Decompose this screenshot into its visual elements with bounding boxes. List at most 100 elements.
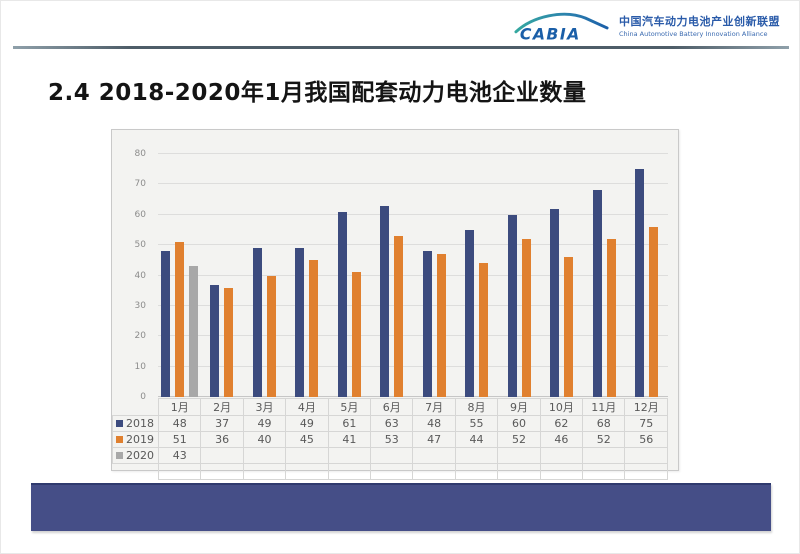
spacer-cell bbox=[242, 463, 287, 480]
logo-name-cn: 中国汽车动力电池产业创新联盟 bbox=[619, 14, 780, 28]
value-cell-2020-4月 bbox=[285, 447, 329, 464]
value-cell-2018-6月: 63 bbox=[370, 415, 414, 432]
bar-2019-4月 bbox=[309, 260, 319, 397]
gridline bbox=[158, 213, 668, 215]
value-cell-2019-5月: 41 bbox=[327, 431, 372, 448]
bar-2019-7月 bbox=[436, 254, 446, 397]
y-tick-label: 30 bbox=[134, 300, 146, 311]
legend-swatch-2020 bbox=[116, 452, 123, 459]
chart-data-table: 1月 2月 3月 4月 5月 6月 7月 8月 9月 10月 11月 12月 2018 48 37 49 49 6… bbox=[112, 398, 668, 480]
bar-2018-9月 bbox=[507, 214, 517, 397]
value-cell-2019-4月: 45 bbox=[285, 431, 329, 448]
month-header-cell: 8月 bbox=[454, 398, 499, 416]
value-cell-2020-9月 bbox=[497, 447, 541, 464]
bar-2018-2月 bbox=[210, 284, 220, 397]
logo-abbr-text: CABIA bbox=[520, 25, 581, 43]
value-cell-2020-12月 bbox=[624, 447, 668, 464]
value-cell-2020-8月 bbox=[454, 447, 499, 464]
bar-chart: 0 10 20 30 40 50 60 70 80 1月 2月 3月 4月 5月 6月 7月 8月 9月 10月 1… bbox=[111, 129, 679, 480]
bar-group-11月 bbox=[583, 154, 626, 397]
plot-row: 0 10 20 30 40 50 60 70 80 bbox=[112, 130, 678, 402]
bar-group-6月 bbox=[371, 154, 414, 397]
y-tick-label: 70 bbox=[134, 179, 146, 190]
value-cell-2018-10月: 62 bbox=[539, 415, 584, 432]
legend-cell-2020: 2020 bbox=[112, 447, 159, 464]
logo-names: 中国汽车动力电池产业创新联盟 China Automotive Battery … bbox=[619, 13, 780, 38]
value-cell-2020-11月 bbox=[582, 447, 626, 464]
header-logo: CABIA 中国汽车动力电池产业创新联盟 China Automotive Ba… bbox=[513, 7, 780, 43]
value-cell-2019-3月: 40 bbox=[242, 431, 287, 448]
month-header-cell: 2月 bbox=[200, 398, 244, 416]
value-cell-2018-11月: 68 bbox=[582, 415, 626, 432]
y-tick-label: 0 bbox=[140, 392, 146, 402]
value-cell-2018-4月: 49 bbox=[285, 415, 329, 432]
value-cell-2018-9月: 60 bbox=[497, 415, 541, 432]
bar-group-8月 bbox=[456, 154, 499, 397]
legend-cell-2019: 2019 bbox=[112, 431, 159, 448]
value-cell-2019-9月: 52 bbox=[497, 431, 541, 448]
y-tick-label: 60 bbox=[134, 209, 146, 220]
value-cell-2018-5月: 61 bbox=[327, 415, 372, 432]
gridline bbox=[158, 274, 668, 276]
value-cell-2018-7月: 48 bbox=[412, 415, 456, 432]
value-cell-2019-1月: 51 bbox=[157, 431, 202, 448]
value-cell-2019-6月: 53 bbox=[370, 431, 414, 448]
bar-2018-12月 bbox=[635, 169, 645, 397]
value-cell-2018-3月: 49 bbox=[242, 415, 287, 432]
bar-2018-11月 bbox=[592, 190, 602, 397]
bar-2019-12月 bbox=[649, 226, 659, 397]
value-cell-2020-2月 bbox=[200, 447, 244, 464]
plot-area bbox=[158, 153, 668, 397]
bar-2018-5月 bbox=[337, 211, 347, 397]
gridline bbox=[158, 304, 668, 306]
bar-2018-8月 bbox=[465, 229, 475, 397]
y-tick-label: 10 bbox=[134, 361, 146, 372]
value-cell-2018-12月: 75 bbox=[624, 415, 668, 432]
table-month-row: 1月 2月 3月 4月 5月 6月 7月 8月 9月 10月 11月 12月 bbox=[113, 398, 668, 416]
spacer-cell bbox=[454, 463, 499, 480]
bar-2019-11月 bbox=[606, 239, 616, 397]
bar-2019-2月 bbox=[224, 287, 234, 397]
bar-group-12月 bbox=[626, 154, 669, 397]
bar-2019-5月 bbox=[351, 272, 361, 397]
value-cell-2019-7月: 47 bbox=[412, 431, 456, 448]
value-cell-2020-1月: 43 bbox=[157, 447, 202, 464]
logo-name-en: China Automotive Battery Innovation Alli… bbox=[619, 29, 768, 38]
value-cell-2019-8月: 44 bbox=[454, 431, 499, 448]
bar-group-7月 bbox=[413, 154, 456, 397]
month-header-cell: 7月 bbox=[412, 398, 456, 416]
footer-band bbox=[31, 483, 771, 531]
bar-2018-6月 bbox=[380, 205, 390, 397]
bar-2018-7月 bbox=[422, 251, 432, 397]
value-cell-2020-7月 bbox=[412, 447, 456, 464]
month-header-cell: 6月 bbox=[370, 398, 414, 416]
gridline bbox=[158, 396, 668, 397]
value-cell-2018-1月: 48 bbox=[157, 415, 202, 432]
table-spacer-row bbox=[113, 463, 668, 480]
spacer-cell bbox=[412, 463, 456, 480]
bars bbox=[158, 154, 668, 397]
y-tick-label: 80 bbox=[134, 149, 146, 159]
spacer-cell bbox=[157, 463, 202, 480]
gridline bbox=[158, 183, 668, 185]
spacer-cell bbox=[582, 463, 626, 480]
value-cell-2020-3月 bbox=[242, 447, 287, 464]
month-header-cell: 9月 bbox=[497, 398, 541, 416]
gridline bbox=[158, 365, 668, 367]
gridline bbox=[158, 244, 668, 246]
bar-group-4月 bbox=[286, 154, 329, 397]
spacer-cell bbox=[327, 463, 372, 480]
spacer-cell bbox=[370, 463, 414, 480]
bar-group-10月 bbox=[541, 154, 584, 397]
value-cell-2019-2月: 36 bbox=[200, 431, 244, 448]
y-axis-labels: 0 10 20 30 40 50 60 70 80 bbox=[112, 149, 150, 402]
value-cell-2018-8月: 55 bbox=[454, 415, 499, 432]
bar-group-5月 bbox=[328, 154, 371, 397]
bar-2019-10月 bbox=[564, 257, 574, 397]
spacer-cell bbox=[113, 464, 159, 480]
value-cell-2019-11月: 52 bbox=[582, 431, 626, 448]
spacer-cell bbox=[200, 463, 244, 480]
table-series-row-2019: 2019 51 36 40 45 41 53 47 44 52 46 52 56 bbox=[112, 431, 668, 448]
value-cell-2020-6月 bbox=[370, 447, 414, 464]
